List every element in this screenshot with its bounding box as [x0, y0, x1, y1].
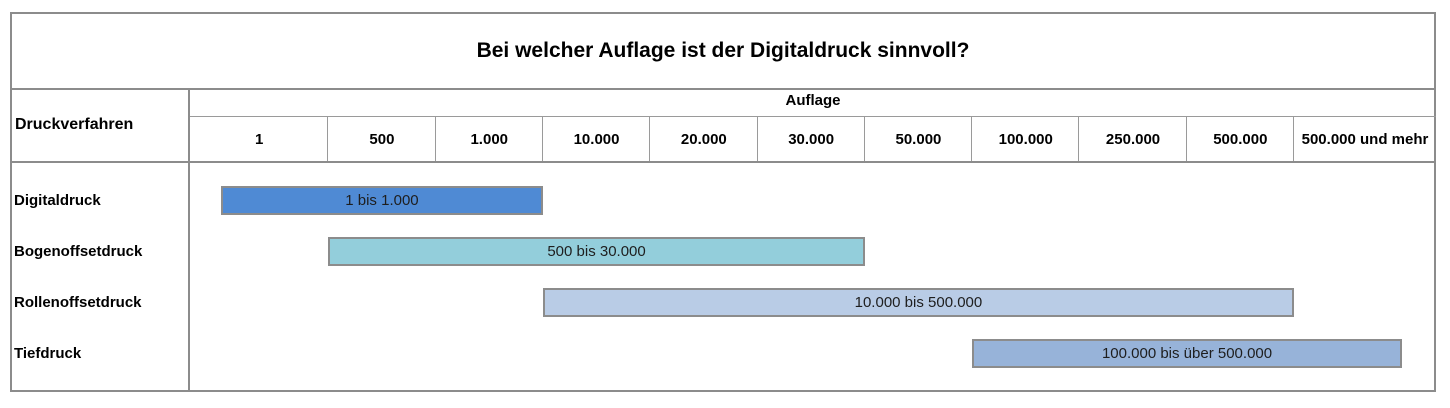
row-label: Tiefdruck: [14, 345, 82, 362]
column-header: 30.000: [788, 130, 835, 148]
column-divider: [971, 116, 973, 161]
header-divider: [10, 161, 1436, 163]
column-header: 20.000: [680, 130, 727, 148]
range-bar: 10.000 bis 500.000: [542, 288, 1294, 317]
column-divider: [541, 116, 543, 161]
column-header: 50.000: [895, 130, 942, 148]
axis-label: Auflage: [785, 92, 841, 109]
column-divider: [1293, 116, 1294, 161]
range-bar: 1 bis 1.000: [221, 186, 543, 215]
column-divider: [1185, 116, 1187, 161]
column-divider: [863, 116, 865, 161]
column-header: 100.000: [998, 130, 1053, 148]
chart-frame: [10, 12, 1436, 392]
column-divider: [434, 116, 436, 161]
column-header: 500: [369, 130, 395, 148]
column-header: 10.000: [573, 130, 620, 148]
row-label: Bogenoffsetdruck: [14, 243, 143, 260]
column-divider: [327, 116, 329, 161]
row-header: Druckverfahren: [15, 116, 134, 133]
column-header: 1.000: [470, 130, 509, 148]
row-label: Digitaldruck: [14, 192, 101, 209]
label-column-divider: [188, 88, 190, 392]
column-divider: [649, 116, 651, 161]
column-divider: [1078, 116, 1080, 161]
column-header: 1: [254, 130, 264, 148]
column-header: 500.000 und mehr: [1301, 130, 1429, 148]
range-bar: 500 bis 30.000: [328, 237, 865, 266]
column-header: 500.000: [1213, 130, 1268, 148]
row-label: Rollenoffsetdruck: [14, 294, 142, 311]
column-divider: [756, 116, 758, 161]
column-header: 250.000: [1105, 130, 1161, 148]
title-divider: [10, 88, 1436, 90]
group-header-divider: [190, 116, 1436, 117]
chart-title: Bei welcher Auflage ist der Digitaldruck…: [476, 39, 970, 62]
range-bar: 100.000 bis über 500.000: [972, 339, 1402, 368]
